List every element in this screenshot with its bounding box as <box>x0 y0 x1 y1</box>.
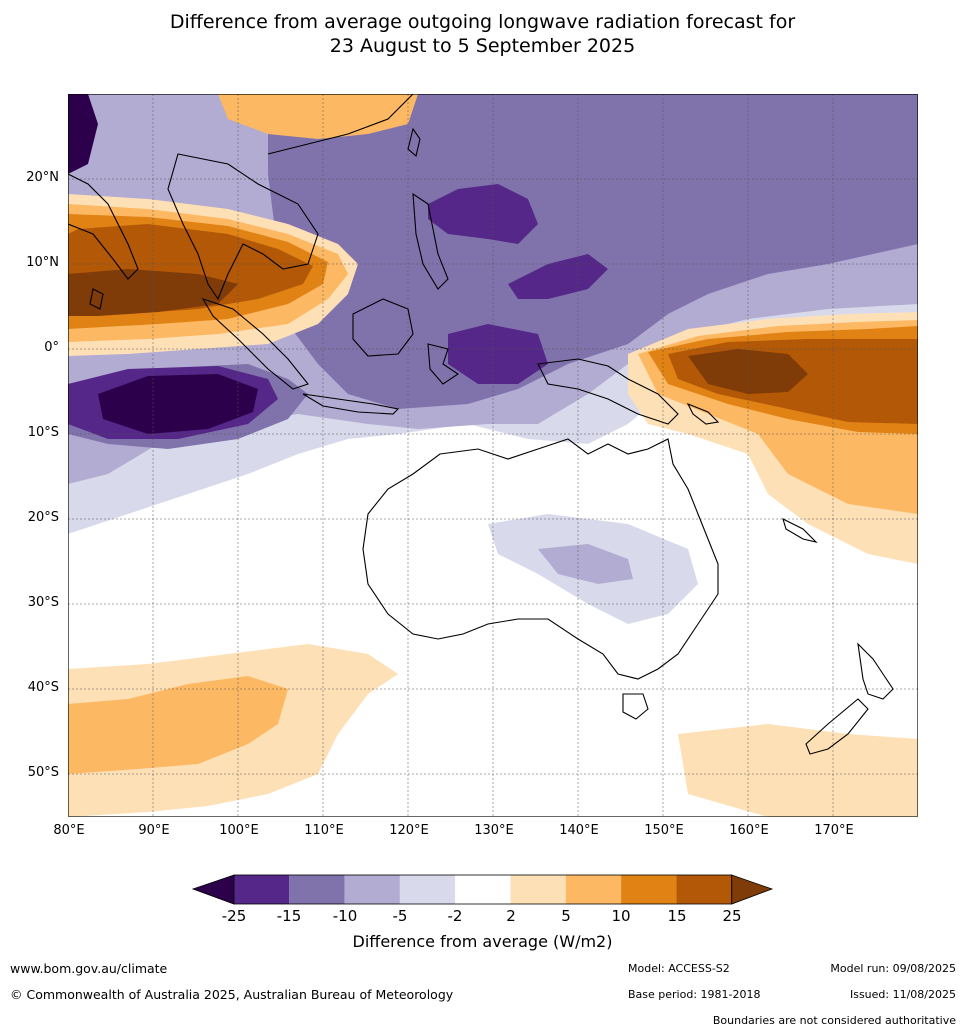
model-run-date: Model run: 09/08/2025 <box>830 962 956 975</box>
lat-label: 30°S <box>27 595 59 610</box>
coastline-india <box>68 173 139 280</box>
anomaly-region-darkest-purple-indian-ocean <box>98 374 258 434</box>
anomaly-region-deep-purple-west-pacific <box>428 184 538 244</box>
lon-label: 140°E <box>559 823 599 838</box>
olr-anomaly-map <box>68 94 918 817</box>
lon-label: 130°E <box>474 823 514 838</box>
colorbar <box>190 872 775 912</box>
coastline-solomon-islands <box>686 402 720 425</box>
colorbar-tick: 25 <box>722 907 742 925</box>
lon-label: 100°E <box>219 823 259 838</box>
coastline-china <box>267 94 414 155</box>
lat-label: 40°S <box>27 680 59 695</box>
coastline-sulawesi <box>427 343 459 385</box>
map-canvas <box>68 94 918 817</box>
anomaly-region-light-orange-new-zealand <box>678 724 918 817</box>
anomaly-region-mid-purple-australia <box>538 544 633 584</box>
coastline-australia <box>362 438 719 680</box>
colorbar-tick: 5 <box>561 907 571 925</box>
colorbar-tick: -5 <box>392 907 408 925</box>
map-title: Difference from average outgoing longwav… <box>0 10 965 58</box>
colorbar-tick: 15 <box>667 907 687 925</box>
lat-label: 10°N <box>26 255 59 270</box>
anomaly-region-deep-purple-maritime <box>448 324 548 384</box>
coastline-new-caledonia <box>782 517 818 543</box>
boundaries-disclaimer: Boundaries are not considered authoritat… <box>712 1014 956 1027</box>
anomaly-region-darkest-purple-bay-of-bengal <box>68 94 98 174</box>
lon-label: 160°E <box>729 823 769 838</box>
colorbar-bin <box>289 875 345 904</box>
colorbar-tick: 2 <box>506 907 516 925</box>
coastline-taiwan <box>407 127 421 158</box>
coastline-new-zealand-north <box>857 642 894 700</box>
colorbar-extend-high <box>731 874 774 905</box>
title-line-2: 23 August to 5 September 2025 <box>329 35 636 57</box>
coastline-sri-lanka <box>89 288 104 310</box>
coastline-new-guinea <box>537 358 679 425</box>
colorbar-bin <box>565 875 622 904</box>
colorbar-bin <box>399 875 456 904</box>
map-frame <box>68 94 918 817</box>
lon-label: 90°E <box>138 823 170 838</box>
coastline-tasmania <box>622 693 649 720</box>
coastline-indochina <box>167 153 319 301</box>
copyright-text: © Commonwealth of Australia 2025, Austra… <box>10 987 454 1002</box>
colorbar-bin <box>510 875 566 904</box>
colorbar-outline <box>233 874 733 905</box>
issued-date: Issued: 11/08/2025 <box>849 988 956 1001</box>
colorbar-tick: -25 <box>221 907 247 925</box>
anomaly-region-orange-southern-ocean <box>68 676 288 774</box>
lon-label: 150°E <box>644 823 684 838</box>
map-graticule <box>68 94 918 817</box>
lat-label: 20°S <box>27 510 59 525</box>
colorbar-tick: -10 <box>332 907 358 925</box>
coastline-philippines <box>412 192 449 290</box>
colorbar-tick: -15 <box>276 907 302 925</box>
colorbar-graphic <box>191 874 774 905</box>
model-name: Model: ACCESS-S2 <box>628 962 730 975</box>
coastlines <box>68 94 894 755</box>
colorbar-bin <box>621 875 677 904</box>
anomaly-region-darkest-brown-indian-ocean <box>68 269 238 316</box>
lon-label: 120°E <box>389 823 429 838</box>
lat-label: 50°S <box>27 765 59 780</box>
colorbar-bin <box>676 875 732 904</box>
lon-label: 170°E <box>814 823 854 838</box>
colorbar-extend-low <box>191 874 235 905</box>
colorbar-label: Difference from average (W/m2) <box>352 932 613 951</box>
colorbar-bin <box>455 875 511 904</box>
colorbar-tick: -2 <box>447 907 463 925</box>
lat-label: 20°N <box>26 170 59 185</box>
coastline-borneo <box>352 298 414 357</box>
anomaly-region-purple-north <box>268 94 918 409</box>
coastline-new-zealand-south <box>805 698 869 755</box>
anomaly-region-orange-south-china <box>218 94 418 139</box>
colorbar-tick: 10 <box>611 907 631 925</box>
anomaly-region-deep-purple-philippine-sea <box>508 254 608 299</box>
base-period: Base period: 1981-2018 <box>628 988 761 1001</box>
lon-label: 110°E <box>304 823 344 838</box>
lat-label: 10°S <box>27 425 59 440</box>
lon-label: 80°E <box>53 823 85 838</box>
website-link[interactable]: www.bom.gov.au/climate <box>10 961 168 976</box>
title-line-1: Difference from average outgoing longwav… <box>169 11 796 33</box>
colorbar-bin <box>344 875 400 904</box>
coastline-java <box>302 393 400 415</box>
coastline-sumatra <box>201 298 309 390</box>
colorbar-bin <box>234 875 290 904</box>
lat-label: 0° <box>44 340 59 355</box>
